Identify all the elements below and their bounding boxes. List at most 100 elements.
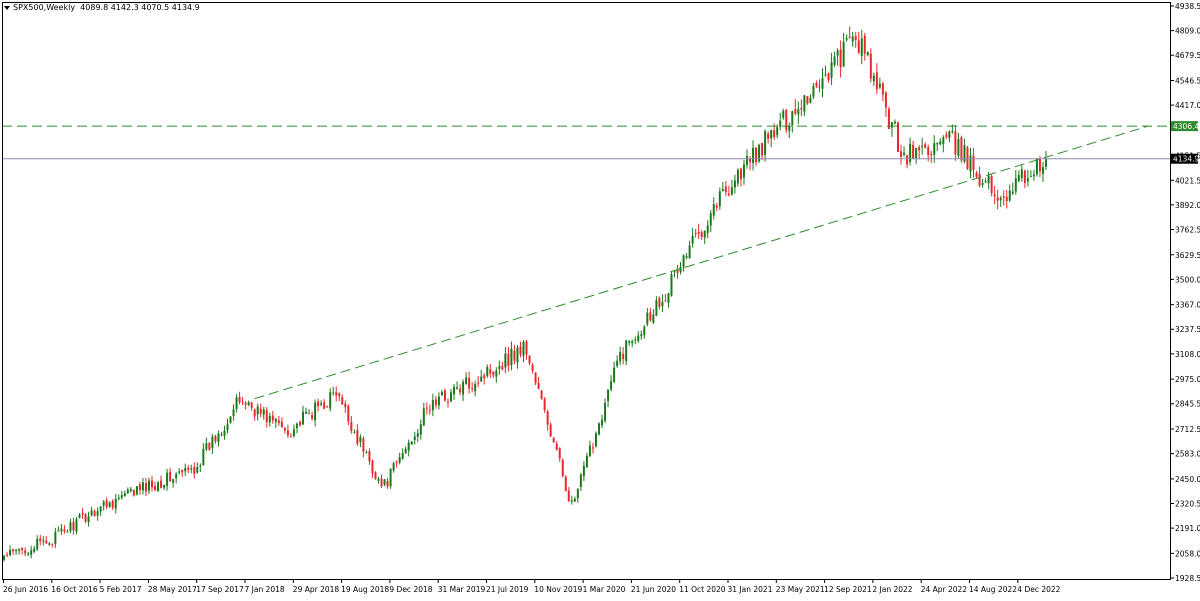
candle-body <box>88 516 90 522</box>
candle-body <box>420 424 422 434</box>
candle-body <box>106 500 108 506</box>
candle-body <box>72 522 74 531</box>
x-tick-label: 17 Sep 2017 <box>196 585 244 594</box>
candle-body <box>39 538 41 541</box>
candle-body <box>764 131 766 155</box>
candle-body <box>3 556 5 560</box>
candle-body <box>245 403 247 405</box>
candle-body <box>251 402 253 407</box>
candle-body <box>900 151 902 156</box>
candle-body <box>788 126 790 130</box>
candle-body <box>806 96 808 103</box>
y-tick-label: 4417.0 <box>1175 101 1200 110</box>
candle-body <box>429 410 431 411</box>
x-tick-label: 14 Aug 2022 <box>969 585 1017 594</box>
candle-body <box>305 412 307 414</box>
candle-body <box>21 548 23 550</box>
candle-body <box>1033 174 1035 176</box>
candle-body <box>1030 176 1032 177</box>
candle-body <box>468 378 470 389</box>
candle-body <box>710 213 712 225</box>
candle-body <box>332 392 334 393</box>
candle-body <box>716 206 718 208</box>
candle-body <box>393 463 395 470</box>
candle-body <box>378 479 380 481</box>
candle-body <box>510 349 512 366</box>
candle-body <box>148 481 150 491</box>
candle-body <box>643 327 645 335</box>
x-tick-label: 23 May 2021 <box>776 585 825 594</box>
candle-body <box>894 122 896 124</box>
y-tick-label: 3237.5 <box>1175 325 1200 334</box>
candle-body <box>347 406 349 422</box>
candle-body <box>634 340 636 341</box>
candle-body <box>885 93 887 108</box>
candle-body <box>513 351 515 361</box>
candle-body <box>683 255 685 267</box>
candle-body <box>453 387 455 395</box>
candle-body <box>918 147 920 150</box>
candle-body <box>100 506 102 511</box>
candle-body <box>707 226 709 233</box>
candle-body <box>57 531 59 532</box>
candle-body <box>532 365 534 371</box>
candle-body <box>985 181 987 182</box>
candle-body <box>66 531 68 532</box>
candle-body <box>906 155 908 164</box>
candle-body <box>840 50 842 68</box>
candle-body <box>516 347 518 362</box>
candle-body <box>172 479 174 482</box>
candle-body <box>353 432 355 433</box>
candle-body <box>362 438 364 451</box>
candle-body <box>175 474 177 478</box>
candle-body <box>211 437 213 449</box>
candle-body <box>82 513 84 514</box>
candle-body <box>879 84 881 88</box>
candle-body <box>704 231 706 238</box>
candle-body <box>278 420 280 423</box>
candle-body <box>284 428 286 431</box>
candle-body <box>151 481 153 488</box>
candle-body <box>302 412 304 425</box>
candle-body <box>115 499 117 509</box>
candle-body <box>580 475 582 487</box>
candle-body <box>794 109 796 114</box>
x-tick-label: 10 Nov 2019 <box>534 585 582 594</box>
candle-body <box>800 108 802 110</box>
candle-body <box>988 176 990 184</box>
candle-body <box>979 174 981 186</box>
y-tick-label: 2712.5 <box>1175 425 1200 434</box>
candle-body <box>121 495 123 498</box>
candle-body <box>142 482 144 490</box>
candle-body <box>344 404 346 407</box>
candle-body <box>701 232 703 237</box>
candle-body <box>492 372 494 376</box>
candle-body <box>680 267 682 272</box>
candle-body <box>628 341 630 343</box>
y-tick-label: 2191.0 <box>1175 524 1200 533</box>
candle-body <box>870 54 872 79</box>
candle-body <box>1021 169 1023 178</box>
candle-body <box>1015 178 1017 191</box>
candle-body <box>495 371 497 377</box>
candle-body <box>541 391 543 399</box>
candle-body <box>371 460 373 473</box>
candle-body <box>290 436 292 437</box>
candle-body <box>239 397 241 402</box>
candle-body <box>622 354 624 359</box>
candle-body <box>341 397 343 404</box>
candle-body <box>667 293 669 302</box>
candle-body <box>396 462 398 463</box>
candle-body <box>571 500 573 501</box>
candle-body <box>157 482 159 491</box>
candle-body <box>695 233 697 234</box>
candle-body <box>426 408 428 409</box>
candle-body <box>770 130 772 138</box>
candle-body <box>501 366 503 369</box>
candle-body <box>350 422 352 431</box>
candle-body <box>314 403 316 421</box>
candle-body <box>230 417 232 423</box>
